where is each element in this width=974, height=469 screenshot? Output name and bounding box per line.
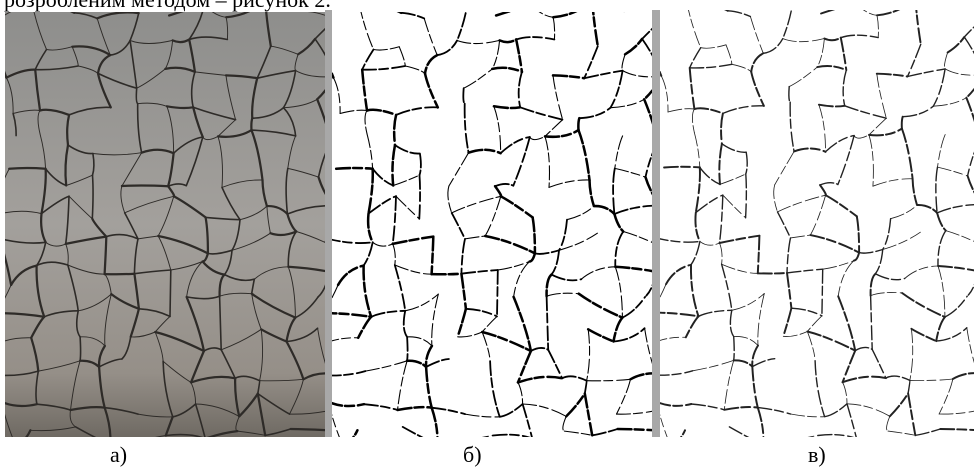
crack [497,270,498,316]
crack [822,269,823,316]
crack [0,375,2,402]
panel-label: а) [110,442,127,467]
crack [592,1,624,12]
separator [652,10,660,437]
crack [336,168,372,169]
crack [916,0,947,9]
crack [618,429,654,430]
crack [902,117,903,129]
crack [9,168,45,169]
panel-label: б) [463,442,482,467]
crack [359,4,401,12]
crack [80,337,81,361]
crack [578,118,579,130]
separator [325,10,332,437]
panel-c-image [660,10,974,437]
crack [105,274,135,275]
crack [763,441,788,445]
crack [687,2,728,10]
crack [170,270,171,316]
crack [746,174,747,218]
panel-b-image [332,12,652,437]
crack [291,429,327,430]
crack [437,441,463,445]
crack [122,185,168,186]
crack [758,273,787,274]
panel-a-image [5,12,325,437]
crack [419,175,420,219]
figure: розробленим методом – рисунок 2. а) б) в… [0,0,974,469]
crack [407,337,408,361]
crack [664,167,700,168]
panel-label: в) [808,442,826,467]
header-text: розробленим методом – рисунок 2. [4,0,331,12]
crack [734,337,735,361]
page: {"header": {"text": "розробленим методом… [0,0,974,469]
crack [432,274,462,275]
crack [92,175,93,219]
crack [251,118,252,130]
